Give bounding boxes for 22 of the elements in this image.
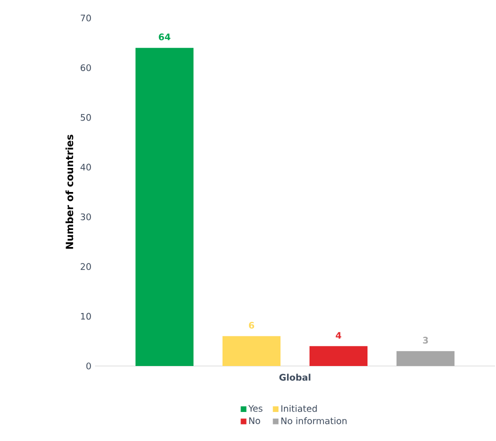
data-label: 3: [422, 336, 428, 344]
legend-label: Yes: [248, 405, 262, 412]
bar: [396, 351, 455, 366]
legend-label: No: [249, 417, 260, 424]
y-tick-label: 30: [80, 213, 91, 220]
bar: [222, 336, 281, 366]
y-tick-label: 0: [86, 362, 91, 370]
data-label: 4: [336, 332, 342, 339]
y-tick-label: 70: [80, 14, 91, 22]
legend-label: Initiated: [281, 404, 317, 412]
y-axis-title: Number of countries: [66, 134, 74, 249]
y-tick-label: 40: [80, 164, 91, 171]
data-label: 6: [248, 322, 254, 329]
y-tick-label: 60: [80, 64, 91, 72]
data-label: 64: [158, 34, 170, 40]
y-tick-label: 20: [80, 263, 91, 270]
y-tick-label: 50: [80, 114, 91, 121]
legend-label: No information: [281, 417, 347, 424]
bar: [310, 346, 368, 366]
x-tick-label: Global: [279, 374, 310, 381]
y-tick-label: 10: [81, 312, 91, 320]
bar: [136, 48, 194, 366]
